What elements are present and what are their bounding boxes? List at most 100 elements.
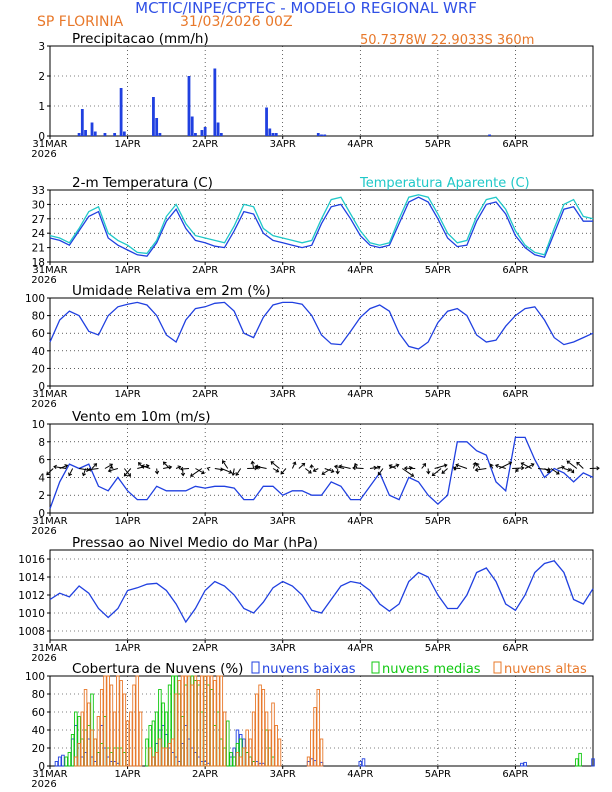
legend-apparent-temp: Temperatura Aparente (C) (359, 176, 530, 191)
y-tick-label: 40 (32, 725, 45, 737)
wind-vector (334, 465, 345, 469)
cloud-bar-nuvens-altas (148, 747, 152, 767)
series-line-blue (49, 560, 594, 624)
wind-vector-head (109, 465, 114, 470)
cloud-bar-nuvens-altas (261, 689, 266, 767)
wind-vector (180, 468, 190, 470)
wind-vector-head (180, 472, 186, 477)
panel-temp: 31MAR 1APR 2APR 3APR 4APR 5APR 6APR 2026 18 21 24 2… (31, 175, 594, 286)
header-coords: 50.7378W 22.9033S 360m (360, 33, 534, 48)
wind-vector-head (494, 463, 499, 469)
cloud-bar-nuvens-altas (125, 720, 130, 767)
cloud-bar-nuvens-altas (310, 729, 314, 767)
wind-vector (544, 468, 551, 473)
precip-bar (203, 127, 207, 136)
cloud-bar-nuvens-altas (216, 675, 220, 767)
wind-vector (251, 461, 255, 469)
wind-vector (455, 464, 468, 469)
wind-vector (472, 462, 476, 469)
x-tick-label: 1APR (114, 516, 140, 527)
cloud-bar-nuvens-altas (245, 729, 249, 767)
y-tick-label: 6 (38, 455, 45, 467)
y-tick-label: 1 (38, 101, 45, 113)
cloud-bar-nuvens-altas (193, 675, 198, 767)
wind-vector (195, 468, 205, 474)
wind-vector-head (422, 463, 427, 467)
cloud-bar-nuvens-altas (271, 702, 275, 767)
x-year-label: 2026 (31, 399, 56, 410)
x-tick-label: 4APR (347, 265, 373, 276)
x-tick-label: 3APR (270, 265, 296, 276)
wind-vector-head (250, 460, 255, 465)
precip-bar (271, 133, 275, 136)
x-tick-label: 5APR (425, 516, 451, 527)
precip-bar (190, 116, 194, 136)
x-tick-label: 1APR (114, 769, 140, 780)
y-tick-label: 4 (38, 472, 45, 484)
cloud-bar-nuvens-altas (268, 729, 272, 767)
x-tick-label: 6APR (502, 643, 528, 654)
wind-vector (569, 468, 574, 473)
wind-vector-head (403, 466, 408, 471)
wind-vector (576, 462, 584, 469)
cloud-bar-nuvens-altas (183, 675, 188, 767)
wind-vector-head (431, 472, 436, 477)
wind-vector (305, 468, 312, 474)
wind-vector (104, 463, 113, 469)
wind-vector-head (352, 465, 356, 471)
x-tick-label: 31MAR (32, 265, 67, 276)
wind-vector (272, 468, 279, 473)
y-tick-label: 27 (32, 214, 45, 226)
wind-vector (563, 468, 571, 471)
wind-vector (524, 463, 534, 469)
cloud-bar-nuvens-altas (251, 711, 256, 767)
wind-vector (270, 461, 280, 469)
wind-vector-head (530, 463, 535, 467)
cloud-bar-nuvens-altas (122, 693, 127, 767)
cloud-bar-nuvens-altas (93, 738, 97, 767)
legend-label: nuvens baixas (262, 662, 356, 677)
cloud-bar-nuvens-altas (90, 729, 94, 767)
precip-bar (103, 133, 107, 136)
x-tick-label: 5APR (425, 769, 451, 780)
y-tick-label: 2 (38, 71, 45, 83)
wind-vector-head (410, 473, 415, 477)
panel-title: Precipitacao (mm/h) (72, 31, 209, 47)
y-tick-label: 2 (38, 490, 45, 502)
y-tick-label: 30 (32, 199, 45, 211)
cloud-bar-nuvens-altas (274, 725, 279, 767)
wind-vector-head (546, 469, 551, 473)
x-tick-label: 31MAR (32, 516, 67, 527)
panel-title: Pressao ao Nivel Medio do Mar (hPa) (72, 535, 318, 551)
cloud-bar-nuvens-altas (109, 684, 114, 767)
cloud-bar-nuvens-altas (203, 675, 207, 767)
x-tick-label: 6APR (502, 389, 528, 400)
precip-bar (80, 109, 84, 136)
cloud-bar-nuvens-altas (83, 689, 88, 767)
wind-vector-head (231, 472, 236, 477)
y-tick-label: 1014 (18, 572, 45, 584)
y-tick-label: 100 (25, 293, 45, 305)
cloud-bar-nuvens-altas (77, 743, 81, 767)
wind-vector-head (489, 463, 494, 468)
wind-vector-head (312, 468, 317, 472)
cloud-bar-nuvens-altas (319, 738, 324, 767)
cloud-bar-nuvens-altas (116, 675, 120, 767)
wind-vector (432, 468, 442, 476)
x-tick-label: 5APR (425, 265, 451, 276)
cloud-bar-nuvens-altas (213, 680, 217, 767)
precip-bar (93, 131, 97, 136)
wind-vector-head (566, 460, 571, 465)
wind-vector (68, 468, 74, 476)
wind-vector-head (376, 465, 381, 470)
wind-vector-head (177, 465, 182, 470)
wind-vector-head (576, 461, 580, 466)
wind-vector (557, 466, 565, 469)
panel-precip: 31MAR 1APR 2APR 3APR 4APR 5APR 6APR 2026 0 1 2 3 Pre… (31, 31, 594, 160)
wind-vector-head (330, 468, 335, 473)
wind-vector (521, 462, 532, 469)
x-tick-label: 1APR (114, 643, 140, 654)
cloud-bar-nuvens-altas (242, 747, 246, 767)
wind-vector (339, 465, 351, 469)
